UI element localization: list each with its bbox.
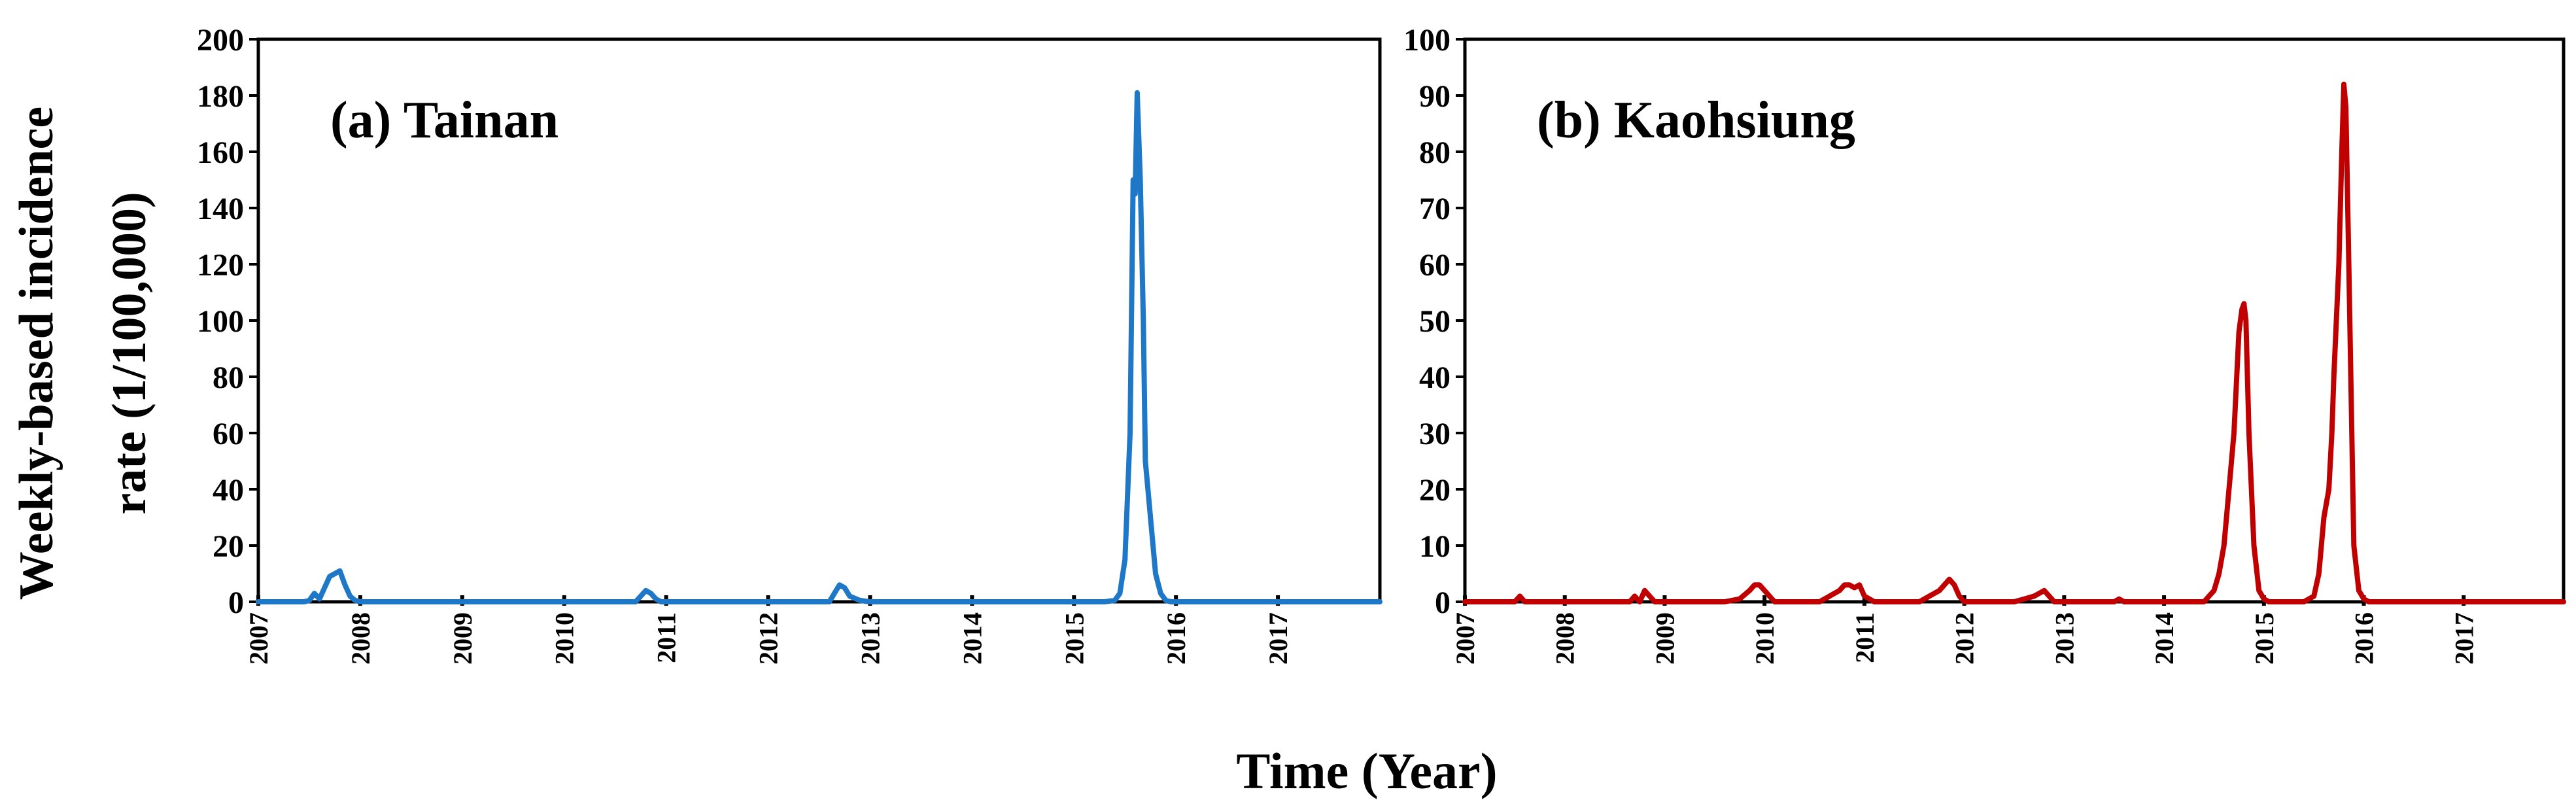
- panel-title-tainan: (a) Tainan: [330, 92, 558, 149]
- y-tick-label: 40: [213, 473, 244, 508]
- y-axis-label-line2: rate (1/100,000): [103, 192, 156, 514]
- x-axis-label: Time (Year): [1236, 742, 1497, 799]
- y-tick-label: 90: [1419, 79, 1451, 114]
- y-tick-label: 100: [197, 304, 244, 339]
- y-tick-label: 140: [197, 192, 244, 226]
- x-tick-label: 2011: [1850, 612, 1880, 663]
- x-tick-label: 2014: [957, 612, 987, 665]
- x-tick-label: 2007: [244, 612, 273, 665]
- y-tick-label: 160: [197, 135, 244, 170]
- series-line-kaohsiung: [1462, 81, 2566, 604]
- y-axis-label-line1: Weekly-based incidence: [10, 107, 63, 600]
- y-axis-label: Weekly-based incidence rate (1/100,000): [10, 107, 156, 600]
- x-tick-label: 2014: [2150, 612, 2179, 665]
- x-tick-label: 2017: [1263, 612, 1293, 665]
- x-tick-label: 2013: [855, 612, 885, 665]
- series-line-tainan: [256, 90, 1382, 604]
- panel-kaohsiung: 0 10 20 30 40 50 60 70 80 90 100 2007 2008 2009 2010 20…: [1403, 23, 2566, 665]
- x-tick-label: 2016: [1161, 612, 1191, 665]
- y-tick-label: 20: [213, 529, 244, 564]
- y-tick-label: 60: [213, 417, 244, 451]
- x-tick-label: 2015: [1059, 612, 1089, 665]
- y-tick-label: 70: [1419, 192, 1451, 226]
- x-tick-label: 2010: [550, 612, 579, 665]
- x-tick-label: 2011: [652, 612, 681, 663]
- x-tick-label: 2012: [1950, 612, 1980, 665]
- y-tick-label: 100: [1403, 23, 1451, 58]
- y-tick-label: 180: [197, 79, 244, 114]
- x-tick-label: 2008: [346, 612, 375, 665]
- x-tick-label: 2009: [448, 612, 477, 665]
- y-tick-label: 0: [1435, 585, 1451, 620]
- x-tick-label: 2012: [754, 612, 783, 665]
- y-tick-label: 0: [228, 585, 244, 620]
- x-tick-label: 2009: [1650, 612, 1679, 665]
- y-tick-label: 120: [197, 248, 244, 283]
- y-tick-label: 20: [1419, 473, 1451, 508]
- panel-tainan: 0 20 40 60 80 100 120 140 160 180 200 2007 2008 2009 2…: [197, 23, 1382, 665]
- x-tick-label: 2007: [1451, 612, 1480, 665]
- panel-title-kaohsiung: (b) Kaohsiung: [1537, 92, 1855, 149]
- x-tick-label: 2015: [2250, 612, 2279, 665]
- y-tick-label: 200: [197, 23, 244, 58]
- y-tick-label: 60: [1419, 248, 1451, 283]
- x-tick-label: 2013: [2050, 612, 2079, 665]
- y-tick-label: 50: [1419, 304, 1451, 339]
- y-tick-label: 80: [213, 360, 244, 395]
- y-tick-label: 30: [1419, 417, 1451, 451]
- y-tick-label: 10: [1419, 529, 1451, 564]
- x-tick-label: 2010: [1750, 612, 1779, 665]
- y-tick-label: 80: [1419, 135, 1451, 170]
- x-tick-label: 2017: [2449, 612, 2479, 665]
- y-tick-label: 40: [1419, 360, 1451, 395]
- x-tick-label: 2016: [2350, 612, 2379, 665]
- x-tick-label: 2008: [1551, 612, 1580, 665]
